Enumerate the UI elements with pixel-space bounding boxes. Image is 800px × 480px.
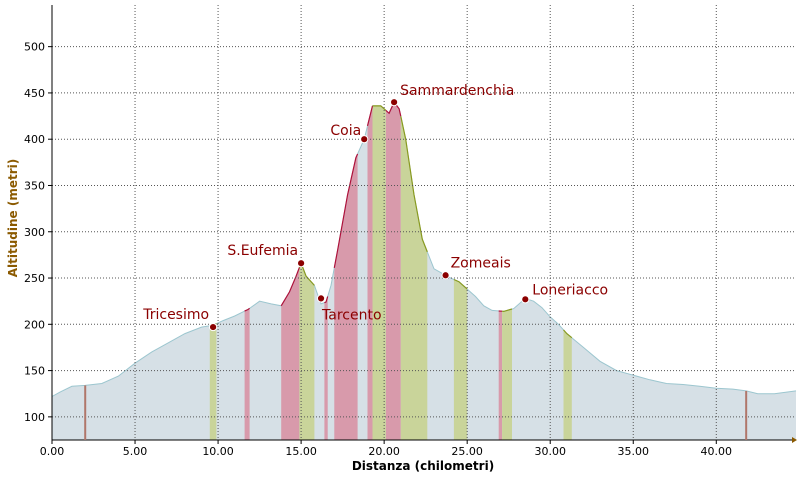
climb-edge	[324, 296, 329, 304]
y-tick-label: 250	[24, 272, 45, 285]
descent-edge	[372, 105, 387, 111]
waypoint-label: S.Eufemia	[227, 243, 298, 259]
y-tick-label: 300	[24, 226, 45, 239]
y-tick-label: 100	[24, 411, 45, 424]
descent-band	[372, 105, 386, 441]
waypoint-dot	[360, 135, 369, 144]
x-tick-label: 25.00	[451, 445, 483, 458]
climb-band	[385, 102, 401, 440]
descent-band	[299, 263, 315, 440]
x-axis-title: Distanza (chilometri)	[352, 459, 494, 473]
climb-band	[244, 308, 250, 440]
y-tick-label: 350	[24, 179, 45, 192]
y-tick-label: 150	[24, 365, 45, 378]
waypoint-label: Loneriacco	[532, 282, 608, 298]
x-tick-label: 5.00	[123, 445, 148, 458]
waypoint-dot	[208, 322, 218, 332]
climb-edge	[366, 105, 374, 127]
descent-edge	[502, 308, 513, 313]
x-tick-label: 30.00	[534, 445, 566, 458]
descent-band	[209, 323, 217, 440]
waypoint-label: Zomeais	[451, 255, 511, 271]
climb-band	[324, 296, 328, 440]
waypoint-label: Coia	[330, 123, 361, 139]
descent-band	[400, 116, 428, 441]
climb-band	[367, 105, 373, 441]
climb-edge	[333, 153, 359, 269]
waypoint-dot	[441, 271, 450, 280]
descent-band	[502, 309, 512, 440]
descent-edge	[453, 278, 468, 290]
climb-band	[498, 311, 503, 440]
waypoint-label: Sammardenchia	[400, 83, 514, 99]
waypoint-dot	[521, 295, 530, 304]
y-tick-label: 450	[24, 87, 45, 100]
x-tick-label: 40.00	[701, 445, 733, 458]
x-tick-label: 10.00	[202, 445, 234, 458]
x-tick-label: 20.00	[368, 445, 400, 458]
x-tick-label: 35.00	[618, 445, 650, 458]
climb-edge	[280, 267, 300, 307]
y-tick-label: 200	[24, 318, 45, 331]
descent-band	[563, 329, 572, 440]
descent-edge	[400, 116, 428, 253]
y-tick-label: 500	[24, 41, 45, 54]
waypoint-dot	[297, 259, 306, 268]
waypoint-dot	[390, 98, 399, 107]
x-axis-end-arrow	[792, 437, 797, 443]
waypoint-label: Tarcento	[321, 307, 382, 323]
descent-edge	[563, 329, 573, 339]
waypoint-label: Tricesimo	[142, 307, 209, 323]
climb-band	[281, 267, 300, 440]
y-tick-label: 400	[24, 133, 45, 146]
x-tick-label: 15.00	[285, 445, 317, 458]
descent-band	[453, 279, 468, 440]
climb-band	[334, 154, 358, 440]
y-axis-title: Altitudine (metri)	[6, 159, 20, 277]
x-tick-label: 0.00	[40, 445, 65, 458]
climb-edge	[244, 307, 250, 312]
waypoint-dot	[316, 294, 326, 303]
